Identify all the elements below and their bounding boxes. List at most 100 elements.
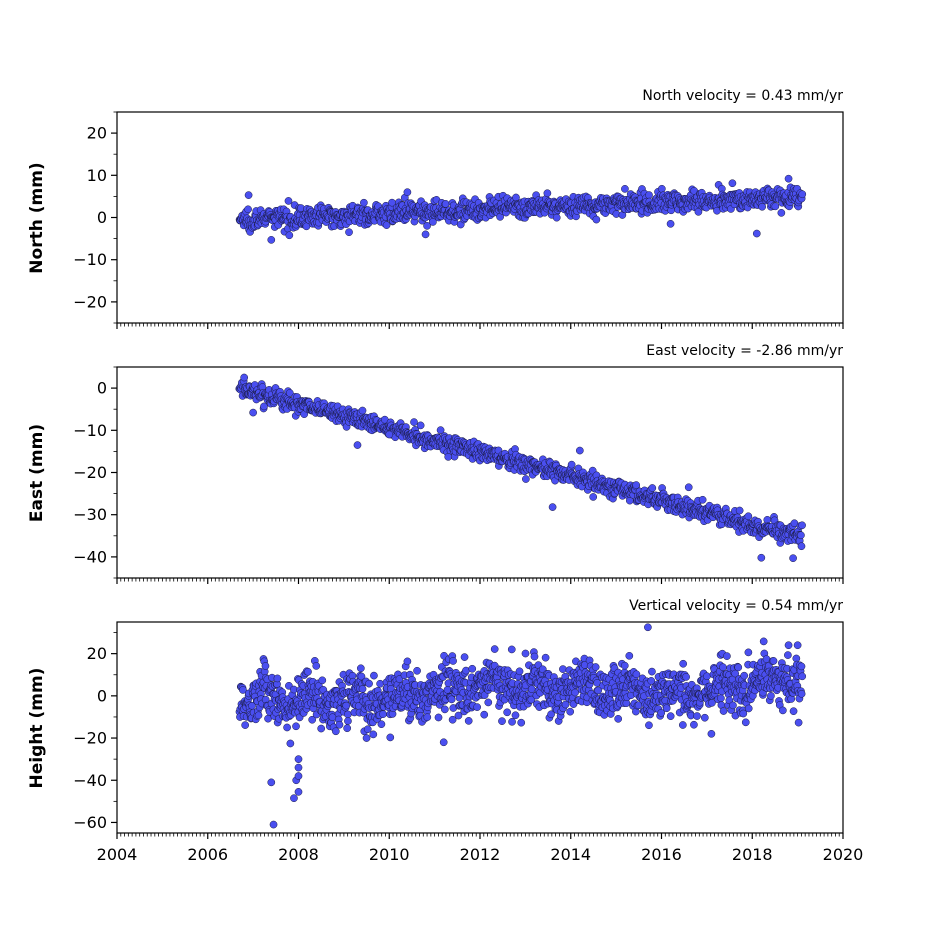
height-data-point (440, 705, 449, 714)
north-plot-area (235, 174, 807, 244)
east-data-point (589, 493, 598, 501)
east-y-tick-label: −20 (73, 463, 107, 482)
height-x-tick-label: 2006 (187, 845, 228, 864)
height-data-point (423, 713, 432, 722)
height-data-point (365, 679, 373, 688)
height-outlier-point (294, 772, 303, 780)
height-data-point (682, 673, 690, 681)
height-data-point (647, 677, 656, 685)
height-data-point (447, 695, 456, 704)
height-data-point (312, 662, 321, 670)
height-data-point (794, 718, 803, 727)
height-data-point (779, 706, 787, 715)
east-data-point (436, 426, 445, 434)
height-data-point (292, 722, 300, 731)
height-data-point (784, 651, 792, 659)
east-data-point (698, 495, 707, 504)
north-axis-label: North (mm) (27, 162, 47, 273)
height-data-point (620, 661, 629, 670)
height-axis-label: Height (mm) (27, 668, 47, 789)
east-data-point (798, 521, 806, 530)
east-plot-area (235, 373, 806, 563)
height-data-point (527, 685, 536, 693)
height-outlier-point (290, 794, 298, 803)
height-data-point (559, 665, 567, 673)
east-outlier-point (548, 503, 557, 511)
height-data-point (283, 723, 291, 732)
north-data-point (777, 209, 786, 217)
height-data-point (517, 718, 526, 727)
height-data-point (317, 724, 326, 733)
east-outlier-point (789, 554, 797, 563)
height-data-point (648, 667, 656, 676)
height-data-point (490, 645, 499, 653)
height-data-point (480, 710, 489, 719)
north-outlier-point (752, 229, 761, 238)
height-data-point (318, 676, 327, 685)
height-data-point (614, 714, 623, 723)
height-data-point (508, 717, 516, 726)
height-data-point (511, 711, 520, 720)
north-axes-frame (116, 111, 844, 324)
east-outlier-point (249, 408, 257, 417)
height-data-point (484, 698, 493, 707)
east-y-tick-label: −40 (73, 547, 107, 566)
east-y-tick-label: −10 (73, 421, 107, 440)
east-panel-title: East velocity = -2.86 mm/yr (646, 343, 843, 359)
north-data-point (284, 197, 293, 205)
height-data-point (468, 664, 477, 673)
height-data-point (464, 717, 473, 725)
east-data-point (522, 475, 530, 483)
north-y-tick-label: 20 (87, 124, 107, 143)
height-x-tick-label: 2012 (460, 845, 501, 864)
height-data-point (386, 733, 395, 742)
height-data-point (797, 689, 806, 698)
east-data-point (797, 531, 805, 540)
north-outlier-point (666, 219, 675, 228)
height-y-tick-label: 0 (97, 686, 107, 705)
height-outlier-point (707, 729, 716, 738)
height-data-point (515, 667, 524, 676)
height-x-tick-label: 2016 (641, 845, 682, 864)
north-data-point (345, 228, 353, 237)
height-data-point (571, 688, 579, 697)
height-outlier-point (784, 641, 793, 650)
north-data-point (694, 207, 703, 216)
north-data-point (382, 221, 391, 229)
height-y-tick-label: −60 (73, 813, 107, 832)
height-data-point (363, 725, 372, 734)
height-outlier-point (362, 734, 371, 742)
height-x-tick-label: 2014 (550, 845, 591, 864)
height-data-point (273, 674, 282, 683)
height-data-point (343, 724, 352, 733)
height-data-point (449, 657, 457, 665)
east-data-point (240, 373, 249, 382)
height-data-point (344, 717, 352, 725)
height-data-point (744, 704, 753, 713)
height-outlier-point (294, 755, 303, 764)
height-data-point (369, 730, 378, 739)
north-outlier-point (403, 188, 412, 197)
north-data-point (423, 222, 431, 230)
height-data-point (434, 713, 443, 722)
height-data-point (541, 653, 550, 662)
east-data-point (416, 421, 425, 430)
north-data-point (592, 215, 601, 224)
height-data-point (723, 652, 731, 660)
height-data-point (769, 657, 778, 665)
height-data-point (498, 717, 506, 725)
height-data-point (789, 707, 798, 716)
height-data-point (741, 718, 750, 727)
east-data-point (285, 389, 294, 397)
north-data-point (657, 184, 666, 193)
height-data-point (798, 672, 807, 681)
north-panel-title: North velocity = 0.43 mm/yr (642, 88, 843, 104)
height-data-point (767, 692, 775, 700)
height-data-point (566, 707, 575, 716)
height-data-point (304, 667, 312, 676)
height-data-point (734, 663, 743, 672)
east-outlier-point (757, 553, 766, 562)
height-data-point (717, 694, 725, 703)
east-data-point (260, 402, 268, 411)
